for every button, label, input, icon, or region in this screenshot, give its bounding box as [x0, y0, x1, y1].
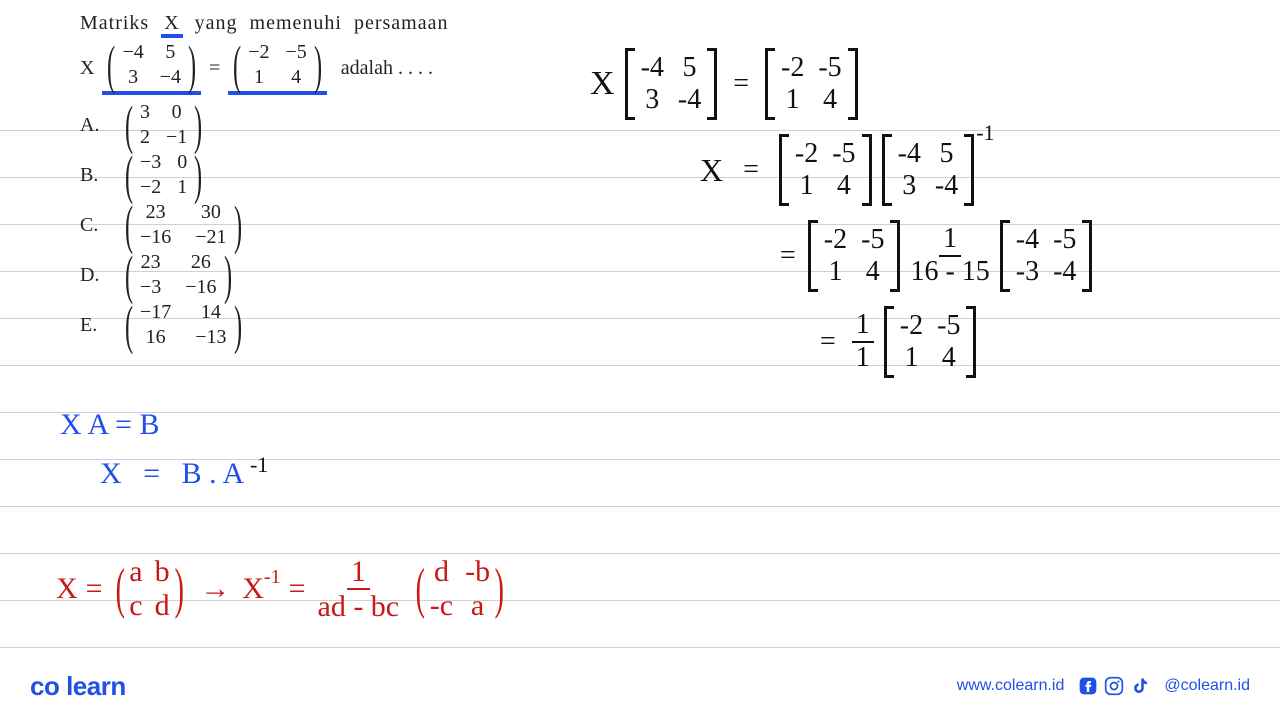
red-lhs-matrix: ( a b c d )	[111, 555, 189, 623]
choice-matrix: (−30−21)	[120, 151, 207, 199]
choice-letter: D.	[80, 264, 108, 287]
eq-sign: =	[209, 57, 220, 80]
handwriting-red-formula: X = ( a b c d ) → X -1 = 1 ad - bc ( d -…	[56, 555, 509, 623]
hw-blue-exponent: -1	[250, 452, 268, 477]
choice-matrix: (2326−3−16)	[120, 251, 237, 299]
choices-list: A. (302−1) B. (−30−21) C. (2330−16−21) D. (2326…	[80, 101, 580, 349]
choice-c: C. (2330−16−21)	[80, 201, 580, 249]
hw-l3-m1: -2 -5 1 4	[808, 220, 901, 292]
social-icons	[1078, 676, 1150, 696]
footer: co learn www.colearn.id @colearn.id	[0, 666, 1280, 706]
red-arrow: →	[196, 572, 234, 606]
hw-blue-line2: X = B . A -1	[100, 452, 268, 491]
hw-blue-line1: X A = B	[60, 408, 268, 442]
red-rhs-exp: -1	[264, 566, 281, 589]
choice-letter: B.	[80, 164, 108, 187]
hw-l4-frac: 1 1	[852, 310, 874, 374]
question-block: Matriks X yang memenuhi persamaan X ( −4…	[80, 12, 580, 351]
hw-line3: = -2 -5 1 4 1 16 - 15 -4 -5	[774, 220, 1092, 292]
hw-l1-m2: -2 -5 1 4	[765, 48, 858, 120]
choice-a: A. (302−1)	[80, 101, 580, 149]
choice-letter: A.	[80, 114, 108, 137]
hw-l1-m1: -4 5 3 -4	[625, 48, 718, 120]
choice-matrix: (−171416−13)	[120, 301, 247, 349]
choice-letter: E.	[80, 314, 108, 337]
tiktok-icon	[1130, 676, 1150, 696]
hw-l2-exponent: -1	[976, 120, 994, 146]
hw-line2: X = -2 -5 1 4 -4 5 3	[700, 134, 1092, 206]
lhs-matrix: ( −4 5 3 −4 )	[102, 41, 201, 95]
hw-line1: X -4 5 3 -4 = -2 -5 1 4	[590, 48, 1092, 120]
hw-line4: = 1 1 -2 -5 1 4	[814, 306, 1092, 378]
red-lhs-x: X	[56, 572, 78, 606]
choice-e: E. (−171416−13)	[80, 301, 580, 349]
colearn-logo: co learn	[30, 671, 126, 702]
facebook-icon	[1078, 676, 1098, 696]
question-var-x: X	[80, 57, 94, 80]
footer-handle: @colearn.id	[1164, 677, 1250, 695]
question-equation: X ( −4 5 3 −4 ) = ( −2 −5 1 4	[80, 41, 580, 95]
instagram-icon	[1104, 676, 1124, 696]
hw-l4-m1: -2 -5 1 4	[884, 306, 977, 378]
choice-matrix: (302−1)	[120, 101, 207, 149]
handwriting-blue: X A = B X = B . A -1	[60, 408, 268, 491]
choice-matrix: (2330−16−21)	[120, 201, 247, 249]
adalah-text: adalah . . . .	[341, 57, 433, 80]
hw-l2-m1: -2 -5 1 4	[779, 134, 872, 206]
choice-d: D. (2326−3−16)	[80, 251, 580, 299]
hw-l2-m2: -4 5 3 -4	[882, 134, 975, 206]
hw-l3-m2: -4 -5 -3 -4	[1000, 220, 1093, 292]
footer-url: www.colearn.id	[957, 677, 1065, 695]
red-rhs-matrix: ( d -b -c a )	[411, 555, 509, 623]
question-title: Matriks X yang memenuhi persamaan	[80, 12, 580, 35]
red-frac: 1 ad - bc	[314, 555, 404, 623]
hw-l3-frac: 1 16 - 15	[906, 224, 993, 288]
choice-letter: C.	[80, 214, 108, 237]
red-rhs-x: X	[242, 572, 264, 606]
rhs-matrix: ( −2 −5 1 4 )	[228, 41, 327, 95]
choice-b: B. (−30−21)	[80, 151, 580, 199]
handwriting-work-black: X -4 5 3 -4 = -2 -5 1 4	[590, 48, 1092, 378]
footer-right: www.colearn.id @colearn.id	[957, 676, 1250, 696]
